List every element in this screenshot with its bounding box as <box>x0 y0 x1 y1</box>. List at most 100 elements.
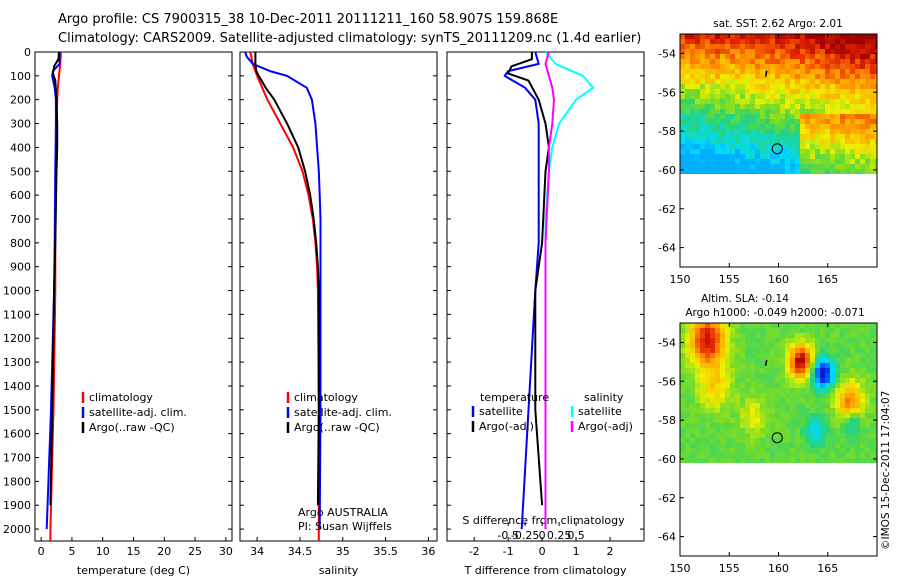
heatmap-cell <box>820 69 826 75</box>
heatmap-cell <box>790 373 796 379</box>
heatmap-cell <box>795 84 801 90</box>
heatmap-cell <box>700 54 706 60</box>
heatmap-cell <box>790 398 796 404</box>
heatmap-cell <box>810 388 816 394</box>
heatmap-cell <box>770 343 776 349</box>
heatmap-cell <box>875 69 877 75</box>
heatmap-cell <box>770 333 776 339</box>
heatmap-cell <box>790 348 796 354</box>
heatmap-cell <box>795 358 801 364</box>
heatmap-cell <box>740 164 746 170</box>
heatmap-cell <box>740 119 746 125</box>
heatmap-cell <box>725 34 731 40</box>
heatmap-cell <box>735 358 741 364</box>
heatmap-cell <box>725 458 731 463</box>
heatmap-cell <box>790 109 796 115</box>
heatmap-cell <box>680 438 686 444</box>
heatmap-cell <box>870 358 876 364</box>
heatmap-cell <box>800 139 806 145</box>
heatmap-cell <box>770 363 776 369</box>
heatmap-cell <box>760 99 766 105</box>
heatmap-cell <box>680 104 686 110</box>
heatmap-cell <box>735 433 741 439</box>
heatmap-cell <box>685 438 691 444</box>
heatmap-cell <box>735 169 741 174</box>
heatmap-cell <box>825 328 831 334</box>
heatmap-cell <box>700 428 706 434</box>
heatmap-cell <box>685 358 691 364</box>
heatmap-cell <box>865 89 871 95</box>
heatmap-cell <box>830 79 836 85</box>
heatmap-cell <box>850 74 856 80</box>
heatmap-cell <box>865 69 871 75</box>
heatmap-cell <box>700 154 706 160</box>
heatmap-cell <box>765 458 771 463</box>
heatmap-cell <box>685 84 691 90</box>
heatmap-cell <box>680 169 686 174</box>
heatmap-cell <box>730 64 736 70</box>
heatmap-cell <box>855 144 861 150</box>
heatmap-cell <box>810 54 816 60</box>
heatmap-cell <box>705 348 711 354</box>
heatmap-cell <box>685 458 691 463</box>
heatmap-cell <box>720 39 726 45</box>
heatmap-cell <box>795 378 801 384</box>
heatmap-cell <box>765 164 771 170</box>
heatmap-cell <box>855 453 861 459</box>
heatmap-cell <box>820 348 826 354</box>
heatmap-cell <box>855 368 861 374</box>
heatmap-cell <box>795 54 801 60</box>
heatmap-cell <box>710 39 716 45</box>
heatmap-cell <box>705 353 711 359</box>
legend-entry: climatology <box>294 391 358 404</box>
heatmap-cell <box>820 169 826 174</box>
heatmap-cell <box>790 363 796 369</box>
heatmap-cell <box>825 353 831 359</box>
heatmap-cell <box>875 54 877 60</box>
heatmap-cell <box>695 49 701 55</box>
heatmap-cell <box>770 74 776 80</box>
heatmap-cell <box>740 154 746 160</box>
heatmap-cell <box>715 448 721 454</box>
heatmap-cell <box>755 49 761 55</box>
heatmap-cell <box>730 164 736 170</box>
heatmap-cell <box>695 398 701 404</box>
heatmap-cell <box>690 79 696 85</box>
heatmap-cell <box>825 383 831 389</box>
heatmap-cell <box>705 373 711 379</box>
heatmap-cell <box>820 363 826 369</box>
heatmap-cell <box>750 418 756 424</box>
heatmap-cell <box>800 353 806 359</box>
heatmap-cell <box>830 403 836 409</box>
heatmap-cell <box>710 154 716 160</box>
heatmap-cell <box>820 373 826 379</box>
y-tick-label: 800 <box>10 237 31 250</box>
heatmap-cell <box>705 34 711 40</box>
heatmap-cell <box>825 378 831 384</box>
heatmap-cell <box>780 448 786 454</box>
heatmap-cell <box>820 323 826 329</box>
heatmap-cell <box>720 333 726 339</box>
heatmap-cell <box>840 79 846 85</box>
heatmap-cell <box>720 343 726 349</box>
heatmap-cell <box>785 438 791 444</box>
heatmap-cell <box>680 119 686 125</box>
heatmap-cell <box>780 49 786 55</box>
heatmap-cell <box>870 443 876 449</box>
heatmap-cell <box>795 423 801 429</box>
heatmap-cell <box>805 39 811 45</box>
heatmap-cell <box>870 59 876 65</box>
top-s-tick-label: 0.5 <box>567 529 585 542</box>
heatmap-cell <box>830 363 836 369</box>
heatmap-cell <box>815 403 821 409</box>
heatmap-cell <box>785 34 791 40</box>
heatmap-cell <box>795 448 801 454</box>
heatmap-cell <box>735 69 741 75</box>
heatmap-cell <box>835 418 841 424</box>
heatmap-cell <box>780 64 786 70</box>
heatmap-cell <box>815 418 821 424</box>
heatmap-cell <box>750 159 756 165</box>
heatmap-cell <box>835 343 841 349</box>
heatmap-cell <box>835 423 841 429</box>
